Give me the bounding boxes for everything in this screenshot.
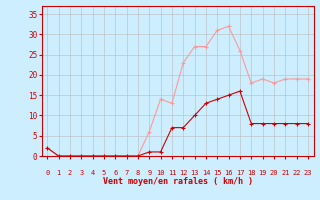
X-axis label: Vent moyen/en rafales ( km/h ): Vent moyen/en rafales ( km/h ) xyxy=(103,177,252,186)
